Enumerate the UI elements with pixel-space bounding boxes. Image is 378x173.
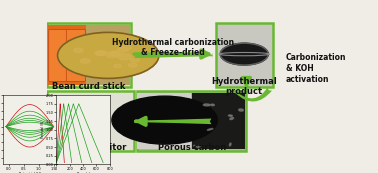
Circle shape (110, 51, 121, 56)
FancyBboxPatch shape (136, 91, 246, 151)
Ellipse shape (194, 145, 202, 148)
X-axis label: Time (s): Time (s) (76, 172, 90, 173)
Circle shape (118, 47, 128, 52)
Ellipse shape (229, 143, 231, 146)
Text: Hydrothermal
product: Hydrothermal product (211, 77, 277, 96)
Circle shape (114, 64, 121, 67)
Text: Carbonization
& KOH
activation: Carbonization & KOH activation (286, 53, 347, 84)
Circle shape (130, 58, 139, 62)
Circle shape (120, 45, 131, 50)
Ellipse shape (211, 104, 214, 106)
Circle shape (96, 51, 107, 56)
FancyBboxPatch shape (47, 91, 134, 151)
Text: Hydrothermal carbonization
& Freeze-dried: Hydrothermal carbonization & Freeze-drie… (112, 38, 234, 57)
Text: Supercapacitor: Supercapacitor (54, 143, 127, 152)
X-axis label: Potential (V): Potential (V) (19, 172, 41, 173)
Circle shape (74, 48, 83, 53)
Circle shape (118, 54, 132, 60)
Ellipse shape (230, 117, 234, 120)
Circle shape (128, 63, 137, 67)
Text: Porous carbon: Porous carbon (158, 143, 226, 152)
FancyBboxPatch shape (47, 23, 131, 87)
FancyBboxPatch shape (49, 29, 68, 81)
FancyBboxPatch shape (216, 23, 273, 87)
Text: Bean curd stick: Bean curd stick (53, 82, 126, 91)
Circle shape (95, 51, 105, 56)
FancyBboxPatch shape (192, 93, 245, 149)
FancyBboxPatch shape (87, 25, 130, 85)
FancyBboxPatch shape (48, 25, 87, 85)
FancyBboxPatch shape (66, 29, 85, 81)
Circle shape (57, 32, 159, 78)
Y-axis label: Potential (V): Potential (V) (41, 121, 45, 138)
Circle shape (80, 59, 90, 63)
Ellipse shape (208, 129, 213, 130)
FancyBboxPatch shape (138, 93, 191, 149)
Circle shape (106, 52, 119, 58)
Ellipse shape (239, 109, 243, 111)
Circle shape (112, 96, 217, 144)
Ellipse shape (228, 115, 232, 116)
Ellipse shape (203, 104, 210, 106)
Circle shape (220, 43, 268, 65)
